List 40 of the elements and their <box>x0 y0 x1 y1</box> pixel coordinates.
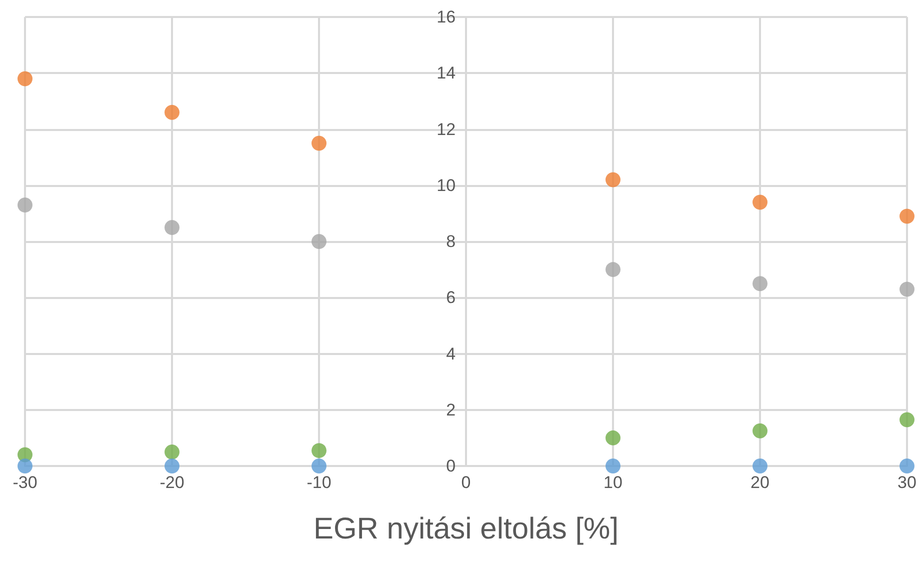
x-tick-label: 10 <box>604 473 622 492</box>
point <box>900 208 914 224</box>
point <box>606 458 620 474</box>
point <box>312 136 326 151</box>
point <box>18 198 32 213</box>
point <box>606 262 620 278</box>
point <box>18 71 32 86</box>
x-axis-title: EGR nyitási eltolás [%] <box>313 512 619 546</box>
y-tick-label: 2 <box>446 400 456 420</box>
x-tick-label: -30 <box>12 473 38 492</box>
point <box>18 458 32 474</box>
point <box>164 220 180 235</box>
point <box>900 282 914 297</box>
point <box>900 458 914 474</box>
y-tick-label: 6 <box>446 288 456 308</box>
point <box>312 234 326 249</box>
y-tick-label: 0 <box>446 456 456 476</box>
y-tick-label: 14 <box>436 64 456 83</box>
point <box>752 458 768 474</box>
point <box>752 423 768 438</box>
point <box>164 444 180 460</box>
x-tick-label: 20 <box>750 473 770 492</box>
point <box>312 458 326 474</box>
x-tick-label: 30 <box>898 473 916 492</box>
point <box>752 194 768 210</box>
point <box>606 430 620 446</box>
point <box>752 276 768 292</box>
point <box>312 443 326 458</box>
y-tick-label: 16 <box>436 8 456 26</box>
x-tick-label: -10 <box>306 473 332 492</box>
y-tick-label: 10 <box>436 176 456 195</box>
y-tick-label: 4 <box>446 344 456 364</box>
point <box>900 412 914 428</box>
x-tick-label: 0 <box>461 473 471 492</box>
point <box>606 172 620 188</box>
x-tick-label: -20 <box>160 473 184 492</box>
point <box>164 458 180 474</box>
y-tick-label: 12 <box>436 120 456 139</box>
y-tick-label: 8 <box>446 232 456 251</box>
point <box>164 104 180 120</box>
